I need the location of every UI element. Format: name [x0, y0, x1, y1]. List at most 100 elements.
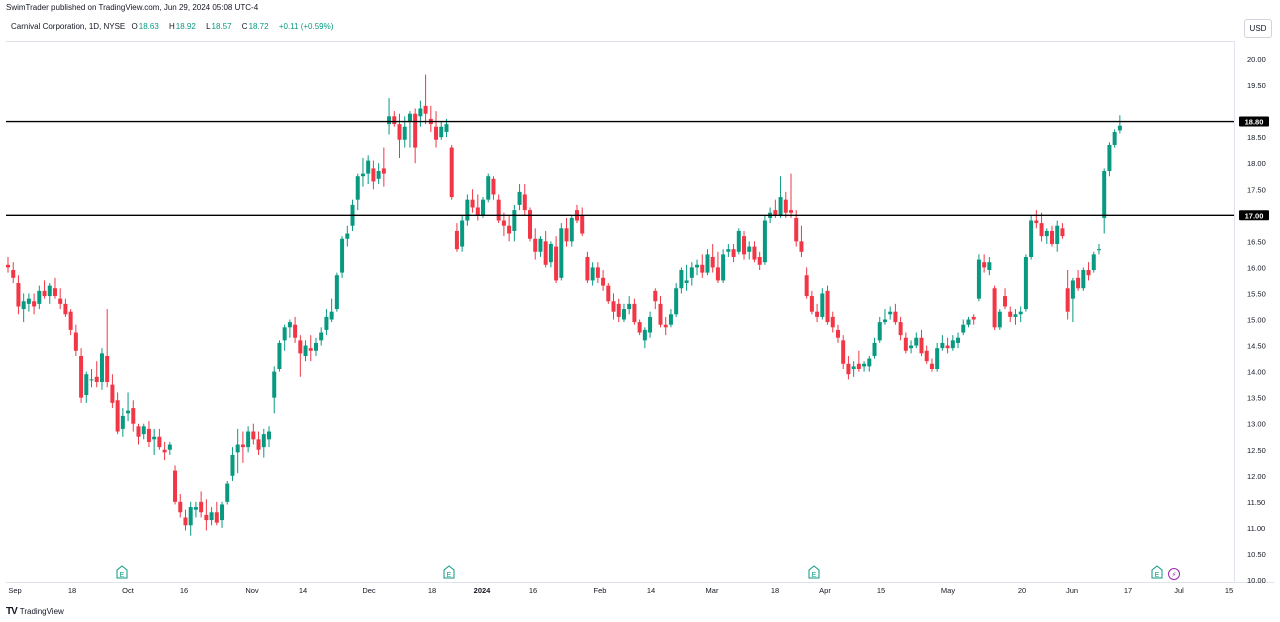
candle-body: [465, 199, 470, 221]
candle-body: [460, 220, 465, 247]
price-axis-label: 20.00: [1247, 55, 1266, 64]
candle-body: [392, 116, 397, 125]
candle-body: [329, 311, 334, 320]
candle-body: [99, 353, 104, 383]
symbol-name[interactable]: Carnival Corporation, 1D, NYSE: [11, 22, 126, 31]
candle-body: [287, 322, 292, 328]
candle-body: [261, 434, 266, 448]
price-axis[interactable]: [1234, 41, 1275, 582]
candle-body: [167, 444, 172, 450]
candle-body: [945, 345, 950, 349]
candle-body: [188, 507, 193, 526]
candle-body: [141, 426, 146, 435]
chart-pane[interactable]: [6, 41, 1234, 583]
ohlc-close: C18.72: [242, 22, 273, 31]
candle-body: [804, 275, 809, 297]
candle-body: [501, 220, 506, 226]
candle-body: [360, 173, 365, 177]
candle-body: [742, 236, 747, 255]
earnings-marker-label: E: [447, 572, 452, 579]
candle-body: [992, 288, 997, 328]
candle-body: [590, 267, 595, 281]
candle-body: [914, 337, 919, 346]
candle-body: [470, 199, 475, 208]
candle-body: [1060, 228, 1065, 237]
candle-body: [674, 288, 679, 315]
candle-body: [877, 322, 882, 341]
low-value: 18.57: [211, 22, 232, 31]
candle-body: [402, 126, 407, 140]
candle-body: [439, 126, 444, 138]
time-axis-label: 20: [1018, 586, 1026, 595]
candle-body: [1023, 256, 1028, 310]
candle-body: [334, 275, 339, 310]
ohlc-open: O18.63: [132, 22, 163, 31]
candle-body: [548, 243, 553, 263]
candle-body: [1091, 254, 1096, 271]
candle-body: [825, 290, 830, 323]
candle-body: [418, 108, 423, 117]
time-axis-label: Oct: [122, 586, 135, 595]
candle-body: [173, 470, 178, 502]
earnings-marker-label: E: [120, 572, 125, 579]
candle-body: [700, 264, 705, 273]
candle-body: [637, 322, 642, 333]
candle-body: [105, 355, 110, 383]
candle-body: [872, 342, 877, 356]
price-axis-label: 19.50: [1247, 81, 1266, 90]
candle-body: [507, 225, 512, 234]
candle-body: [815, 311, 820, 317]
candle-body: [235, 444, 240, 453]
candle-body: [606, 285, 611, 302]
candle-body: [434, 126, 439, 140]
price-axis-label: 16.00: [1247, 263, 1266, 272]
time-axis-label: 14: [647, 586, 655, 595]
candle-body: [856, 363, 861, 369]
candle-body: [199, 501, 204, 513]
candle-body: [214, 512, 219, 523]
high-value: 18.92: [175, 22, 196, 31]
time-axis-label: 18: [68, 586, 76, 595]
close-label: C: [241, 22, 248, 31]
candle-body: [1117, 125, 1122, 131]
candle-body: [324, 316, 329, 330]
candle-body: [569, 217, 574, 242]
candle-body: [1107, 144, 1112, 172]
candle-body: [1065, 288, 1070, 312]
candle-body: [21, 301, 26, 310]
candle-body: [512, 210, 517, 231]
candle-body: [1112, 131, 1117, 145]
candle-body: [413, 113, 418, 148]
candle-body: [1055, 225, 1060, 244]
candle-body: [193, 507, 198, 510]
close-value: 18.72: [248, 22, 269, 31]
price-axis-labels: 10.00 10.50 11.00 11.50 12.00 12.50 13.00 13.50…: [1247, 55, 1266, 585]
candle-body: [246, 431, 251, 448]
candle-body: [585, 256, 590, 281]
candle-body: [982, 262, 987, 268]
price-axis-label: 11.00: [1247, 524, 1265, 533]
time-axis-label: 14: [299, 586, 307, 595]
candle-body: [731, 249, 736, 257]
candle-body: [303, 345, 308, 356]
candle-body: [789, 210, 793, 213]
earnings-marker-icon: [443, 565, 455, 579]
currency-button[interactable]: USD: [1244, 19, 1272, 38]
price-axis-label: 18.00: [1247, 159, 1266, 168]
candle-body: [997, 311, 1002, 328]
candle-body: [867, 358, 872, 367]
candle-body: [79, 355, 84, 398]
candle-body: [486, 176, 491, 200]
candle-body: [89, 379, 94, 381]
candle-body: [820, 293, 825, 317]
candle-body: [705, 254, 710, 273]
candle-body: [679, 270, 684, 289]
candle-body: [835, 329, 840, 338]
time-axis-label: Jul: [1174, 586, 1184, 595]
candle-body: [366, 160, 371, 174]
candle-body: [136, 426, 141, 437]
candle-body: [1081, 270, 1086, 289]
candle-body: [747, 246, 752, 252]
open-label: O: [131, 22, 138, 31]
